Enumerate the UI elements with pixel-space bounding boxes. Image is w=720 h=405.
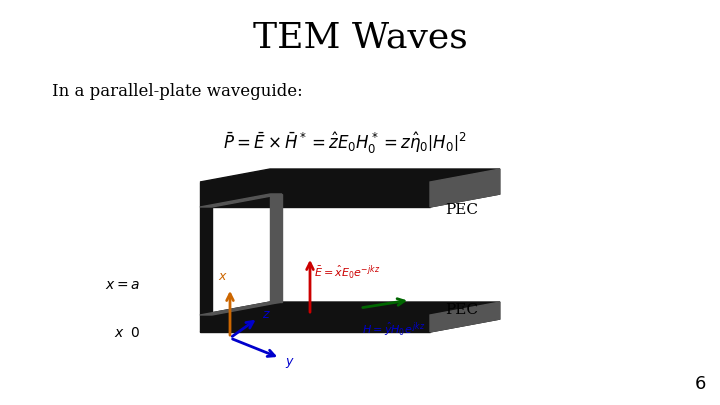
Polygon shape — [200, 194, 500, 207]
Polygon shape — [200, 315, 430, 332]
Polygon shape — [430, 169, 500, 207]
Text: $y$: $y$ — [285, 356, 295, 370]
Text: $H = \hat{y}H_0e^{\,jkz}$: $H = \hat{y}H_0e^{\,jkz}$ — [362, 321, 426, 339]
Polygon shape — [200, 182, 430, 207]
Text: $z$: $z$ — [262, 307, 271, 320]
Polygon shape — [430, 302, 500, 332]
Polygon shape — [200, 302, 500, 315]
Polygon shape — [200, 319, 500, 332]
Text: $\bar{E} = \hat{x}E_0e^{-jkz}$: $\bar{E} = \hat{x}E_0e^{-jkz}$ — [314, 263, 380, 281]
Text: 6: 6 — [695, 375, 706, 393]
Text: TEM Waves: TEM Waves — [253, 21, 467, 55]
Text: $x$: $x$ — [218, 270, 228, 283]
Polygon shape — [200, 302, 282, 315]
Text: $x = a$: $x = a$ — [105, 278, 140, 292]
Text: $x \;\; 0$: $x \;\; 0$ — [114, 326, 140, 340]
Polygon shape — [270, 194, 282, 302]
Polygon shape — [200, 169, 500, 182]
Polygon shape — [200, 194, 282, 207]
Text: In a parallel-plate waveguide:: In a parallel-plate waveguide: — [52, 83, 302, 100]
Text: PEC: PEC — [445, 203, 478, 217]
Polygon shape — [200, 207, 212, 315]
Text: PEC: PEC — [445, 303, 478, 317]
Text: $\bar{P} = \bar{E} \times \bar{H}^* = \hat{z}E_0H_0^* = z\hat{\eta}_0\left|H_0\r: $\bar{P} = \bar{E} \times \bar{H}^* = \h… — [223, 130, 467, 156]
